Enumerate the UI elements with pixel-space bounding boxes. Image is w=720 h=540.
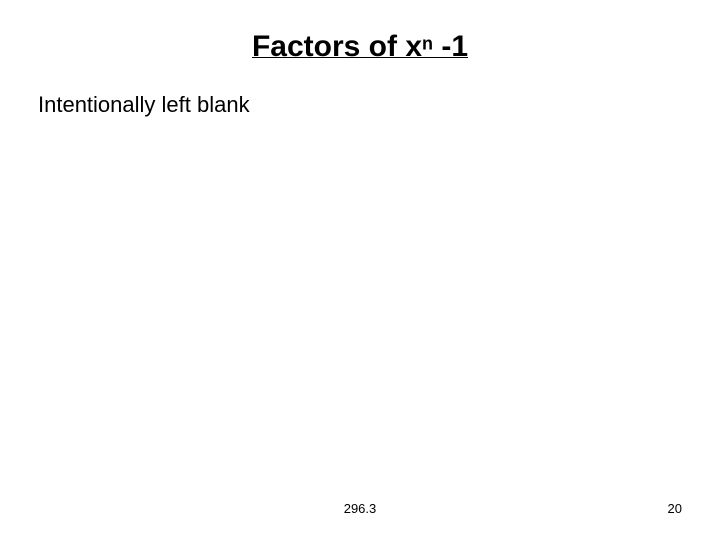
footer-page-number: 20 — [668, 501, 682, 516]
title-suffix: -1 — [433, 30, 468, 63]
title-superscript: n — [422, 34, 433, 54]
slide-title: Factors of xn -1 — [0, 30, 720, 64]
footer-center: 296.3 — [0, 501, 720, 516]
body-text: Intentionally left blank — [38, 92, 250, 118]
title-prefix: Factors of x — [252, 30, 422, 63]
